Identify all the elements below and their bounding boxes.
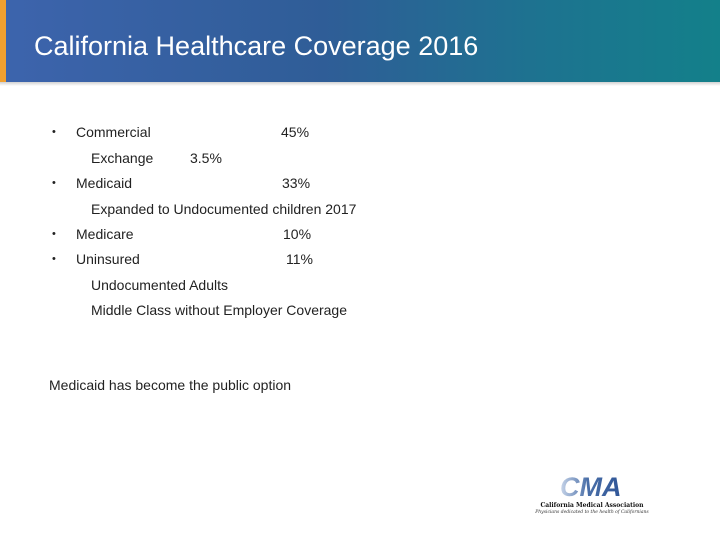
row-uninsured-note-1: Undocumented Adults	[91, 277, 228, 293]
title-bar	[0, 0, 720, 82]
bullet-icon: •	[52, 253, 56, 265]
row-exchange-value: 3.5%	[190, 150, 222, 166]
row-medicaid-note: Expanded to Undocumented children 2017	[91, 201, 357, 217]
cma-logo: CMA California Medical Association Physi…	[528, 470, 656, 518]
row-uninsured-note-2: Middle Class without Employer Coverage	[91, 302, 347, 318]
bullet-icon: •	[52, 228, 56, 240]
logo-mark-text: CMA	[560, 472, 622, 500]
row-exchange-label: Exchange	[91, 150, 154, 166]
row-medicaid-value: 33%	[282, 175, 311, 191]
title-bar-shadow	[0, 82, 720, 86]
bullet-icon: •	[52, 177, 56, 189]
row-medicaid-label: Medicaid	[76, 175, 133, 191]
row-commercial-value: 45%	[281, 124, 310, 140]
row-medicare-label: Medicare	[76, 226, 134, 242]
conclusion-text: Medicaid has become the public option	[49, 377, 292, 393]
cma-logo-mark: CMA	[560, 472, 622, 500]
row-uninsured-label: Uninsured	[76, 251, 140, 267]
logo-tagline: Physicians dedicated to the health of Ca…	[535, 510, 649, 515]
title-bar-accent	[0, 0, 6, 82]
row-uninsured-value: 11%	[286, 251, 313, 267]
row-medicare-value: 10%	[283, 226, 312, 242]
logo-name: California Medical Association	[540, 502, 644, 509]
slide-title: California Healthcare Coverage 2016	[34, 31, 479, 61]
bullet-icon: •	[52, 126, 56, 138]
row-commercial-label: Commercial	[76, 124, 151, 140]
